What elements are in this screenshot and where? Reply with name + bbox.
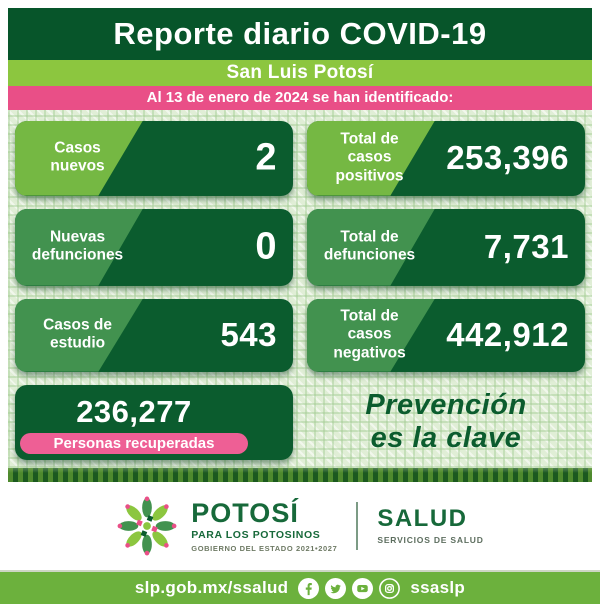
brand-block: POTOSÍ PARA LOS POTOSINOS GOBIERNO DEL E… (191, 497, 338, 553)
decorative-strip (8, 468, 592, 483)
prevention-message: Prevención es la clave (365, 388, 527, 455)
stat-value: 0 (255, 225, 277, 268)
title-bar: Reporte diario COVID-19 (8, 8, 592, 60)
brand-caption: GOBIERNO DEL ESTADO 2021•2027 (191, 543, 338, 553)
stat-value: 2 (255, 136, 277, 179)
stat-label: Nuevas defunciones (31, 228, 124, 265)
social-bar: slp.gob.mx/ssalud (0, 570, 600, 604)
facebook-icon[interactable] (298, 577, 320, 599)
recovered-value: 236,277 (76, 393, 192, 429)
stats-area: Casos nuevos 2 Total de casos positivos … (8, 110, 592, 469)
logo-footer: POTOSÍ PARA LOS POTOSINOS GOBIERNO DEL E… (0, 482, 600, 571)
location-bar: San Luis Potosí (8, 59, 592, 86)
date-banner-text: Al 13 de enero de 2024 se han identifica… (146, 89, 454, 107)
instagram-icon[interactable] (379, 577, 401, 599)
location-label: San Luis Potosí (226, 61, 374, 83)
stat-value: 253,396 (446, 139, 569, 177)
social-handle: ssaslp (410, 578, 466, 598)
stat-value: 442,912 (446, 316, 569, 354)
recovered-label-pill: Personas recuperadas (20, 432, 248, 454)
org-subtitle: SERVICIOS DE SALUD (377, 535, 484, 546)
org-block: SALUD SERVICIOS DE SALUD (377, 505, 484, 546)
stat-value: 543 (220, 316, 277, 354)
potosi-flower-emblem-icon (116, 495, 178, 557)
stat-label: Total de defunciones (323, 228, 416, 265)
stat-value: 7,731 (483, 228, 569, 266)
card-casos-nuevos: Casos nuevos 2 (15, 120, 293, 196)
social-icons (298, 577, 401, 599)
twitter-icon[interactable] (325, 577, 347, 599)
website-url[interactable]: slp.gob.mx/ssalud (134, 578, 289, 598)
org-title: SALUD (377, 505, 468, 533)
stat-label: Total de casos positivos (335, 130, 404, 185)
footer-divider (356, 502, 359, 551)
brand-title: POTOSÍ (191, 497, 299, 528)
stat-label: Casos nuevos (50, 139, 105, 176)
card-nuevas-defunciones: Nuevas defunciones 0 (15, 208, 293, 286)
page-title: Reporte diario COVID-19 (113, 15, 487, 51)
card-personas-recuperadas: 236,277 Personas recuperadas (15, 384, 293, 460)
card-casos-de-estudio: Casos de estudio 543 (15, 298, 293, 372)
card-total-casos-positivos: Total de casos positivos 253,396 (307, 120, 585, 196)
date-banner: Al 13 de enero de 2024 se han identifica… (8, 85, 592, 110)
card-total-defunciones: Total de defunciones 7,731 (307, 208, 585, 286)
youtube-icon[interactable] (352, 577, 374, 599)
card-total-casos-negativos: Total de casos negativos 442,912 (307, 298, 585, 372)
brand-subtitle: PARA LOS POTOSINOS (191, 528, 321, 541)
stat-label: Total de casos negativos (333, 307, 406, 362)
stat-label: Casos de estudio (43, 316, 112, 353)
